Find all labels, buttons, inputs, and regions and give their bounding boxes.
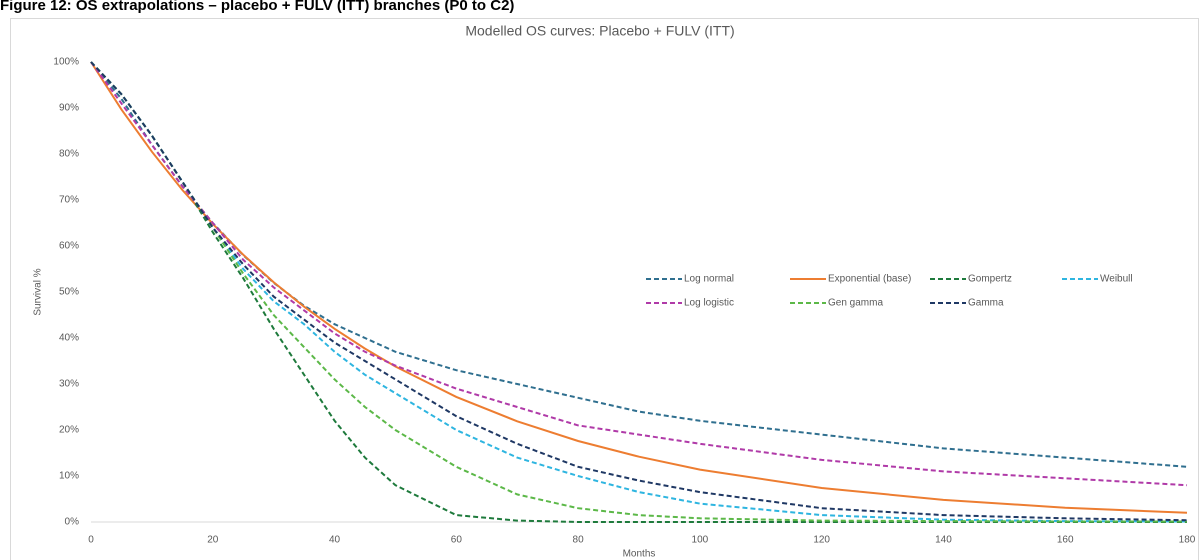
x-tick-label: 0 bbox=[88, 535, 94, 546]
series-line bbox=[90, 61, 1188, 487]
y-axis-label: Survival % bbox=[33, 268, 44, 315]
y-tick-label: 80% bbox=[59, 149, 79, 160]
legend-label: Weibull bbox=[1100, 274, 1133, 285]
y-tick-label: 70% bbox=[59, 195, 79, 206]
x-tick-label: 20 bbox=[207, 535, 219, 546]
series-line bbox=[90, 61, 1188, 514]
legend-label: Gamma bbox=[968, 298, 1004, 309]
y-tick-label: 40% bbox=[59, 333, 79, 344]
x-tick-label: 160 bbox=[1057, 535, 1074, 546]
y-tick-label: 60% bbox=[59, 241, 79, 252]
y-tick-label: 20% bbox=[59, 425, 79, 436]
x-tick-label: 140 bbox=[935, 535, 952, 546]
x-tick-label: 100 bbox=[692, 535, 709, 546]
x-tick-label: 40 bbox=[329, 535, 341, 546]
chart-title: Modelled OS curves: Placebo + FULV (ITT) bbox=[465, 23, 734, 39]
y-tick-label: 10% bbox=[59, 471, 79, 482]
y-tick-label: 50% bbox=[59, 287, 79, 298]
y-tick-label: 30% bbox=[59, 379, 79, 390]
legend-label: Exponential (base) bbox=[828, 274, 911, 285]
x-axis-label: Months bbox=[623, 549, 656, 560]
x-tick-label: 180 bbox=[1179, 535, 1196, 546]
legend-label: Gen gamma bbox=[828, 298, 883, 309]
x-tick-label: 120 bbox=[813, 535, 830, 546]
figure-caption: Figure 12: OS extrapolations – placebo +… bbox=[0, 0, 514, 14]
legend-label: Log logistic bbox=[684, 298, 734, 309]
y-tick-label: 0% bbox=[65, 517, 80, 528]
y-tick-label: 100% bbox=[53, 57, 79, 68]
x-tick-label: 80 bbox=[573, 535, 585, 546]
chart-frame bbox=[10, 18, 1199, 560]
y-tick-label: 90% bbox=[59, 103, 79, 114]
x-tick-label: 60 bbox=[451, 535, 463, 546]
legend-label: Gompertz bbox=[968, 274, 1012, 285]
series-line bbox=[90, 61, 1188, 522]
legend-label: Log normal bbox=[684, 274, 734, 285]
